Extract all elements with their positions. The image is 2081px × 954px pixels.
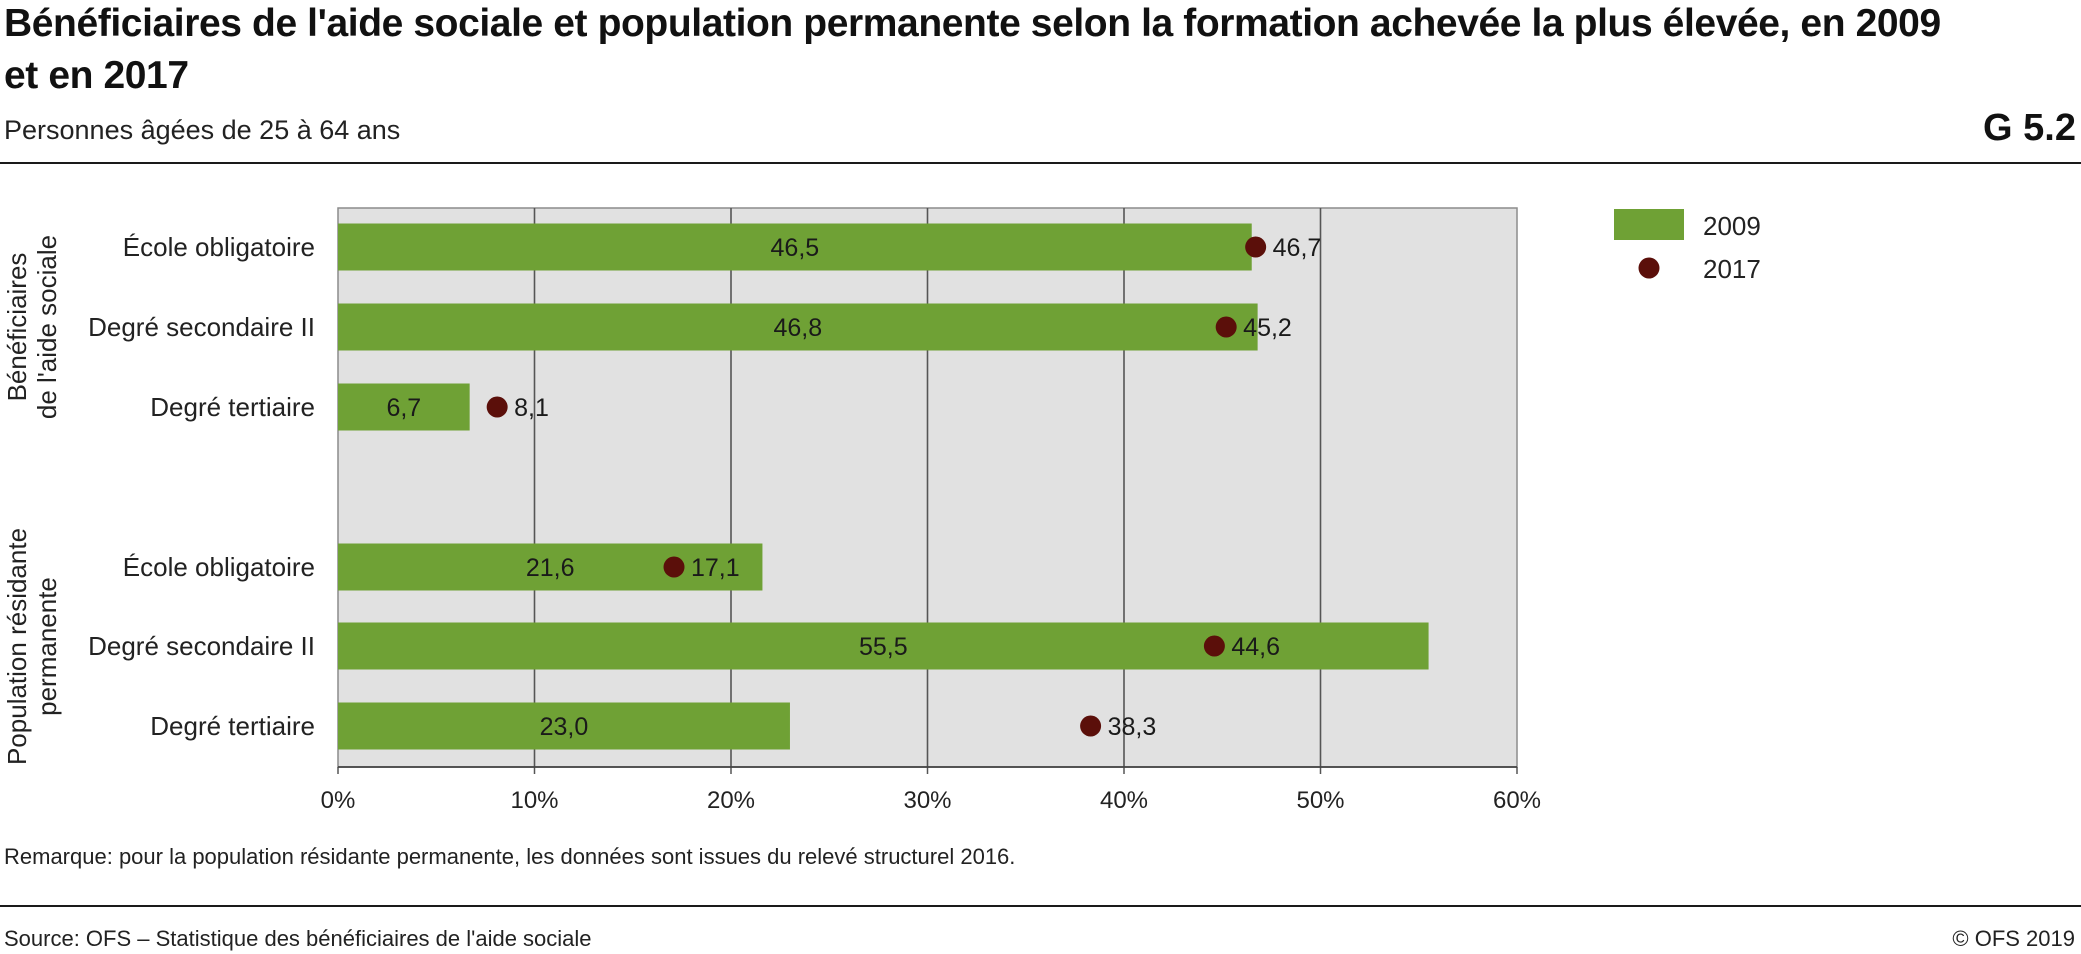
chart-title: Bénéficiaires de l'aide sociale et popul… xyxy=(4,2,1941,97)
category-label: Degré secondaire II xyxy=(88,631,315,661)
bar-2009 xyxy=(338,383,470,431)
category-label: Degré tertiaire xyxy=(150,392,315,422)
x-tick-label: 0% xyxy=(321,787,356,814)
dot-2017 xyxy=(1080,715,1102,737)
category-label: Degré tertiaire xyxy=(150,711,315,741)
legend-swatch-2009 xyxy=(1614,209,1684,240)
bar-2009 xyxy=(338,223,1252,271)
x-tick-label: 30% xyxy=(903,787,951,814)
top-rule xyxy=(0,162,2081,164)
legend-swatch-2017 xyxy=(1638,257,1660,279)
bottom-rule xyxy=(0,905,2081,907)
chart-code: G 5.2 xyxy=(1983,107,2076,149)
bar-2009-label: 21,6 xyxy=(526,554,575,582)
dot-2017-label: 45,2 xyxy=(1243,314,1292,342)
group-label: Population résidantepermanente xyxy=(2,528,62,765)
x-tick-label: 10% xyxy=(510,787,558,814)
bar-2009 xyxy=(338,702,790,750)
chart-note: Remarque: pour la population résidante p… xyxy=(4,844,1016,869)
category-label: École obligatoire xyxy=(123,552,315,582)
dot-2017-label: 8,1 xyxy=(514,394,549,422)
dot-2017 xyxy=(1203,635,1225,657)
bar-2009-label: 6,7 xyxy=(386,394,421,422)
bar-2009-label: 55,5 xyxy=(859,633,908,661)
bar-2009-label: 46,8 xyxy=(773,314,822,342)
category-label: École obligatoire xyxy=(123,232,315,262)
dot-2017 xyxy=(663,556,685,578)
legend-label-2009: 2009 xyxy=(1703,211,1761,241)
chart-source: Source: OFS – Statistique des bénéficiai… xyxy=(4,926,592,951)
dot-2017-label: 46,7 xyxy=(1273,234,1322,262)
dot-2017 xyxy=(486,396,508,418)
x-tick-label: 40% xyxy=(1100,787,1148,814)
legend-label-2017: 2017 xyxy=(1703,254,1761,284)
bar-2009 xyxy=(338,543,763,591)
dot-2017-label: 44,6 xyxy=(1231,633,1280,661)
chart-subtitle: Personnes âgées de 25 à 64 ans xyxy=(4,115,401,145)
bar-2009 xyxy=(338,303,1258,351)
copyright: © OFS 2019 xyxy=(1952,926,2075,951)
dot-2017-label: 17,1 xyxy=(691,554,740,582)
bar-2009-label: 46,5 xyxy=(771,234,820,262)
x-tick-label: 20% xyxy=(707,787,755,814)
dot-2017-label: 38,3 xyxy=(1108,713,1157,741)
bar-2009-label: 23,0 xyxy=(540,713,589,741)
bar-2009 xyxy=(338,622,1429,670)
x-tick-label: 50% xyxy=(1296,787,1344,814)
x-tick-label: 60% xyxy=(1493,787,1541,814)
dot-2017 xyxy=(1215,316,1237,338)
category-label: Degré secondaire II xyxy=(88,312,315,342)
chart: 0% 10% 20% 30% 40% 50% 60% École obligatoire 46,… xyxy=(2,207,1761,814)
dot-2017 xyxy=(1245,236,1267,258)
group-label: Bénéficiairesde l'aide sociale xyxy=(2,235,62,419)
